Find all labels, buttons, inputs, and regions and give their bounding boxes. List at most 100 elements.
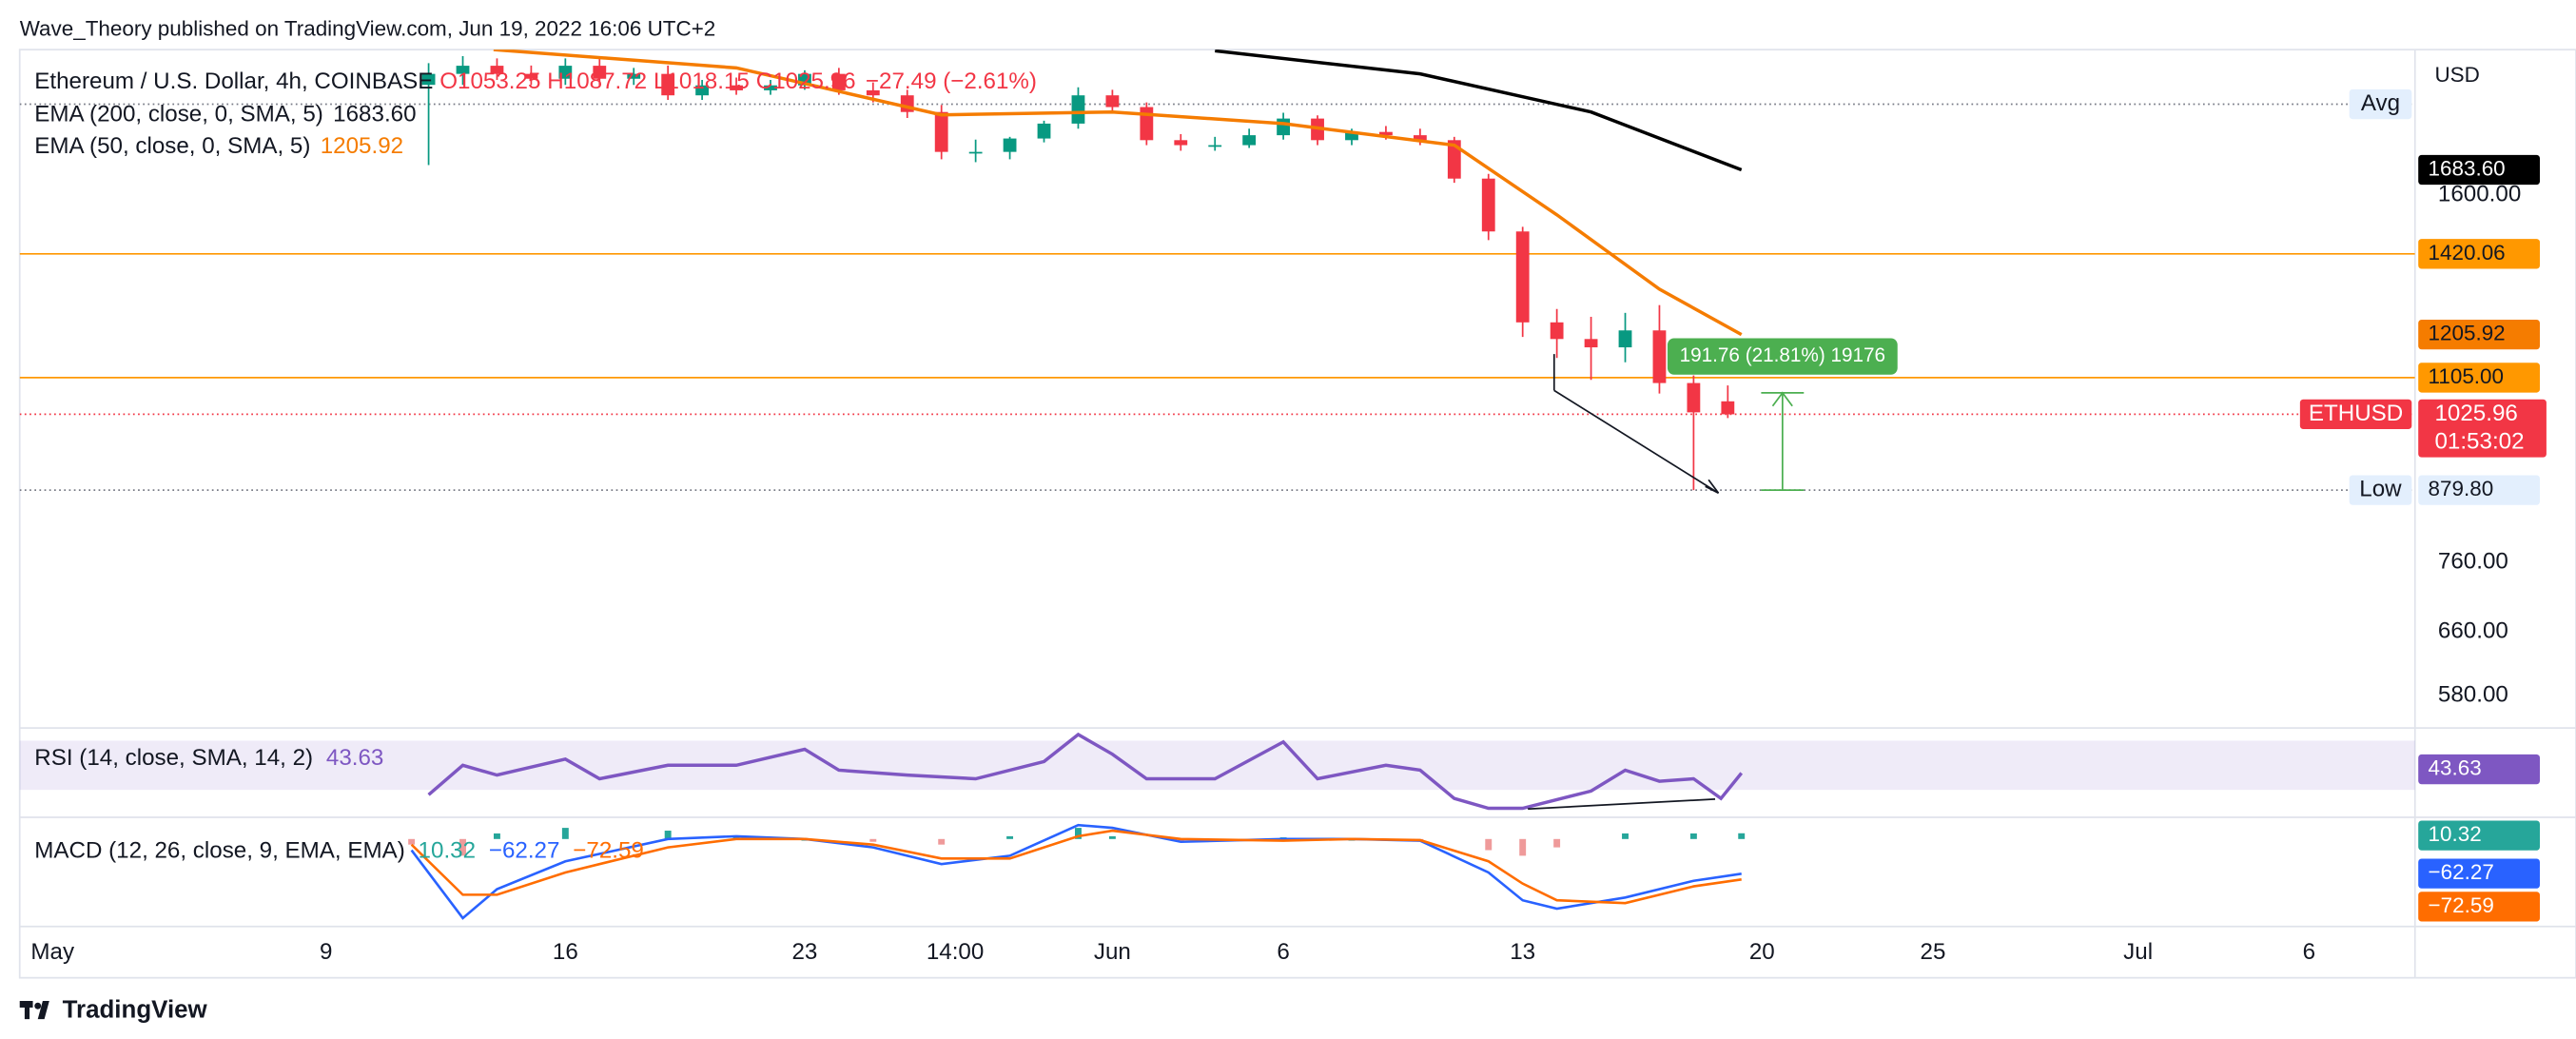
x-tick-label: 23 (791, 939, 817, 965)
ohlc-label: C1025.96 (756, 69, 856, 94)
trend-line (1553, 389, 1719, 494)
legend-entry: EMA (50, close, 0, SMA, 5) 1205.92 (34, 133, 403, 159)
level-label-bg (2418, 363, 2541, 393)
macd-badge: −72.59 (2429, 893, 2494, 917)
brand: TradingView (63, 994, 208, 1023)
histogram-bar (664, 831, 672, 839)
legend-name: MACD (12, 26, close, 9, EMA, EMA) (34, 838, 404, 864)
candle-body (593, 66, 607, 79)
x-tick-label: 14:00 (927, 939, 984, 965)
candle-body (1379, 131, 1393, 136)
histogram-bar (938, 838, 946, 845)
header: Wave_Theory published on TradingView.com… (20, 16, 716, 40)
level-label-bg (2418, 475, 2541, 505)
series-badge-bg (2418, 154, 2541, 186)
histogram-bar (1519, 838, 1527, 856)
candle-body (1687, 382, 1701, 413)
last-price-label: 1025.96 (2434, 401, 2517, 426)
level-label: 1420.06 (2429, 241, 2506, 265)
histogram-bar (869, 838, 877, 842)
level-name: Low (2359, 476, 2402, 501)
candle-body (627, 73, 641, 79)
x-tick-label: 13 (1510, 939, 1535, 965)
y-tick-label: 760.00 (2438, 548, 2508, 574)
level-name: Avg (2361, 90, 2400, 116)
macd-badge-bg (2418, 858, 2541, 889)
x-tick-label: 20 (1749, 939, 1775, 965)
x-tick-label: May (30, 939, 75, 965)
candle-body (1584, 339, 1598, 348)
histogram-bar (408, 838, 416, 845)
candle-body (1447, 140, 1461, 179)
candle-body (558, 66, 573, 79)
level-label: 879.80 (2429, 477, 2494, 500)
legend-value: 10.32 (419, 838, 476, 864)
legend-entry: EMA (200, close, 0, SMA, 5) 1683.60 (34, 102, 416, 127)
legend-value: −62.27 (489, 838, 560, 864)
candle-body (661, 73, 675, 96)
candle-body (1071, 95, 1085, 124)
candle-body (524, 73, 538, 79)
candle-body (1242, 135, 1257, 146)
frame (18, 49, 2576, 979)
candle-body (764, 85, 777, 90)
logo-part (34, 1002, 42, 1010)
ema-line (493, 49, 1743, 337)
y-tick-label: 1600.00 (2438, 181, 2521, 206)
candle-body (490, 66, 504, 74)
histogram-bar (561, 828, 569, 839)
histogram-bar (1622, 833, 1629, 839)
series-badge: 1683.60 (2429, 156, 2506, 180)
legend-entry: MACD (12, 26, close, 9, EMA, EMA) 10.32 −6… (34, 838, 644, 864)
level-name-bg (2349, 88, 2412, 120)
level-name-bg (2349, 475, 2412, 505)
last-price-bg (2418, 399, 2547, 458)
candle-body (456, 66, 470, 74)
legend-value: 1683.60 (333, 102, 416, 127)
histogram-bar (1075, 828, 1082, 839)
x-tick-label: 6 (1277, 939, 1289, 965)
legend-symbol: Ethereum / U.S. Dollar, 4h, COINBASE (34, 69, 433, 94)
legend-name: EMA (50, close, 0, SMA, 5) (34, 133, 310, 159)
candle-body (1208, 145, 1222, 147)
rsi-badge: 43.63 (2429, 755, 2482, 779)
change-label: −27.49 (−2.61%) (866, 69, 1037, 94)
candle-body (1515, 231, 1530, 323)
logo-part (37, 1001, 49, 1020)
level-label-bg (2418, 239, 2541, 269)
rsi-band (19, 740, 2415, 791)
currency: USD (2434, 63, 2479, 87)
ohlc-label: O1053.25 (439, 69, 540, 94)
candle-body (1652, 330, 1667, 383)
trend-arrow (1705, 479, 1720, 494)
ohlc-label: H1087.72 (547, 69, 647, 94)
x-tick-label: 16 (553, 939, 578, 965)
ema-line (1215, 49, 1743, 172)
measure-label: 191.76 (21.81%) 19176 (1680, 344, 1885, 366)
countdown: 01:53:02 (2434, 428, 2524, 454)
candle-body (968, 151, 983, 154)
rsi-trend-line (1528, 797, 1716, 811)
candle-body (934, 111, 948, 152)
macd-line (410, 823, 1742, 920)
ohlc-label: L1018.15 (654, 69, 750, 94)
candle-body (1174, 140, 1188, 146)
legend-value: 1205.92 (321, 133, 403, 159)
histogram-bar (732, 835, 740, 839)
candle-body (421, 73, 436, 86)
candle-body (1618, 330, 1632, 348)
histogram-bar (494, 833, 500, 839)
logo (19, 1001, 49, 1020)
candle-body (1105, 95, 1120, 108)
x-tick-label: Jul (2123, 939, 2153, 965)
candle-body (1550, 322, 1564, 340)
candle-body (1140, 107, 1154, 141)
legend-value: 43.63 (326, 745, 383, 771)
series-badge: 1205.92 (2429, 321, 2506, 344)
legend-name: EMA (200, close, 0, SMA, 5) (34, 102, 323, 127)
histogram-bar (1108, 835, 1116, 839)
candle-body (1413, 135, 1427, 141)
candle-body (1721, 401, 1735, 415)
rsi-line (427, 732, 1744, 811)
